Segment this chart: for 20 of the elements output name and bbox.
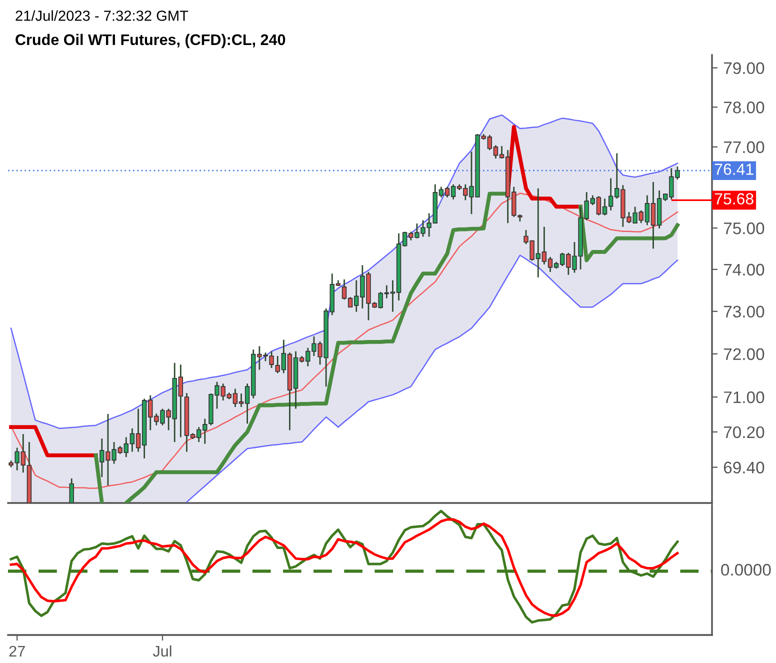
- line-series: [186, 254, 678, 503]
- y-tick-label: 71.00: [724, 391, 764, 404]
- y-tick-label: 69.40: [724, 462, 764, 474]
- ref-line-label: 75.68: [714, 193, 754, 204]
- y-tick-label: 73.00: [724, 306, 764, 318]
- line-series: [10, 114, 678, 430]
- text: 21/Jul/2023 - 7:32:32 GMT: [16, 10, 188, 21]
- y-tick-label: 79.00: [724, 62, 764, 74]
- y-tick-label: 75.00: [724, 222, 764, 234]
- ref-line-label: 76.41: [714, 164, 754, 175]
- candlestick: [69, 478, 74, 503]
- x-tick-label: Jul: [152, 645, 172, 657]
- y-tick-label: 72.00: [724, 348, 764, 360]
- y-tick-label: 77.00: [724, 141, 764, 154]
- y-tick-label: 74.00: [724, 264, 764, 276]
- ref-line-label: 0.0000: [721, 564, 771, 576]
- chart-title: Crude Oil WTI Futures, (CFD):CL, 240: [16, 34, 286, 48]
- y-tick-label: 70.20: [724, 426, 764, 438]
- x-tick-label: 27: [9, 646, 25, 656]
- y-tick-label: 78.00: [724, 102, 764, 114]
